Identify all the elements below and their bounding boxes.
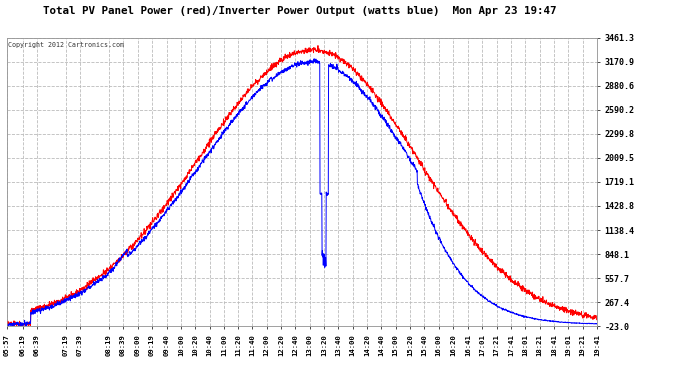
Text: Copyright 2012 Cartronics.com: Copyright 2012 Cartronics.com [8, 42, 124, 48]
Text: Total PV Panel Power (red)/Inverter Power Output (watts blue)  Mon Apr 23 19:47: Total PV Panel Power (red)/Inverter Powe… [43, 6, 557, 16]
